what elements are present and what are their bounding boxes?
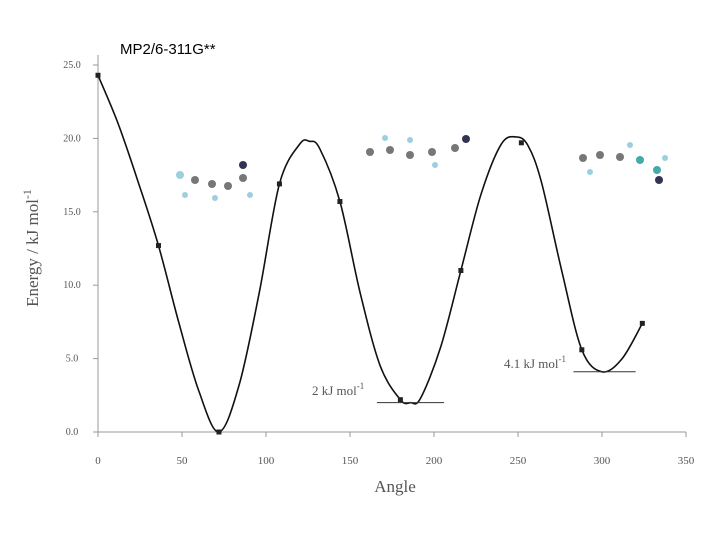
y-tick-label: 20.0 bbox=[63, 133, 81, 144]
x-tick-label: 300 bbox=[594, 455, 611, 467]
x-tick-label: 200 bbox=[426, 455, 443, 467]
fit-curve bbox=[97, 74, 644, 433]
data-point bbox=[518, 140, 524, 146]
data-point bbox=[579, 347, 585, 353]
x-tick-label: 50 bbox=[177, 455, 189, 467]
annotation: 4.1 kJ mol-1 bbox=[504, 354, 566, 371]
data-point bbox=[276, 181, 282, 187]
annotation-sup: -1 bbox=[559, 354, 567, 364]
y-tick-label: 5.0 bbox=[66, 354, 79, 365]
x-tick-label: 250 bbox=[510, 455, 527, 467]
annotation-text: 2 kJ mol bbox=[312, 383, 357, 398]
annotation-text: 4.1 kJ mol bbox=[504, 356, 559, 371]
x-tick-label: 0 bbox=[95, 455, 101, 467]
annotation-sup: -1 bbox=[357, 381, 365, 391]
molecule bbox=[176, 135, 668, 201]
y-axis-label: Energy / kJ mol-1 bbox=[20, 189, 42, 307]
data-point bbox=[216, 429, 222, 435]
data-point bbox=[155, 243, 161, 249]
y-tick-label: 25.0 bbox=[63, 60, 81, 71]
data-point bbox=[337, 199, 343, 205]
x-axis-label: Angle bbox=[374, 477, 416, 496]
y-label-text: Energy / kJ mol bbox=[23, 199, 42, 307]
y-tick-label: 0.0 bbox=[66, 427, 79, 438]
x-tick-label: 350 bbox=[678, 455, 695, 467]
data-point bbox=[95, 72, 101, 78]
data-point bbox=[397, 397, 403, 403]
x-tick-label: 150 bbox=[342, 455, 359, 467]
annotation: 2 kJ mol-1 bbox=[312, 381, 364, 398]
y-label-sup: -1 bbox=[20, 189, 34, 199]
y-tick-label: 10.0 bbox=[63, 280, 81, 291]
data-point bbox=[458, 268, 464, 274]
y-tick-label: 15.0 bbox=[63, 207, 81, 218]
x-tick-label: 100 bbox=[258, 455, 275, 467]
data-point bbox=[639, 320, 645, 326]
chart-title: MP2/6-311G** bbox=[120, 41, 216, 58]
